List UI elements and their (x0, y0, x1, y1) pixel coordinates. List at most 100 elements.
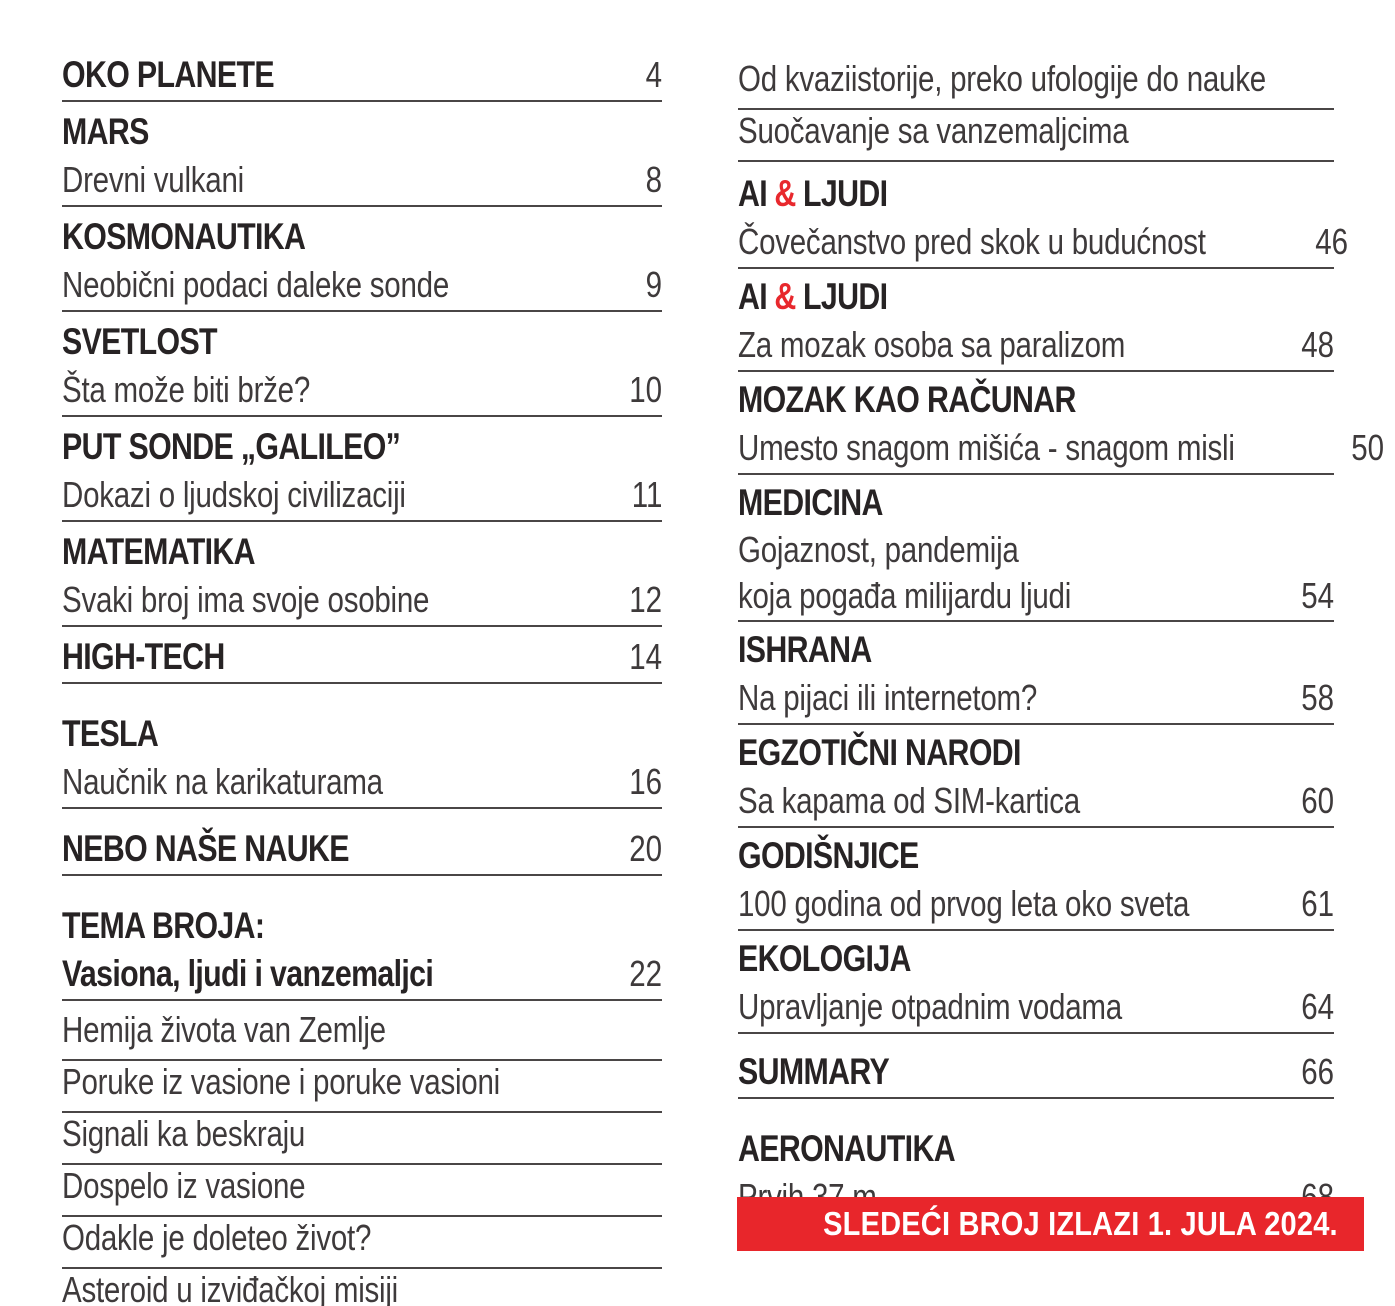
section-title: MARS (62, 111, 149, 152)
divider (738, 473, 1334, 475)
section-title: GODIŠNJICE (738, 835, 919, 876)
page-number: 48 (1301, 324, 1334, 365)
page-number: 4 (645, 54, 662, 95)
section-title: MATEMATIKA (62, 531, 256, 572)
article-title: Naučnik na karikaturama (62, 761, 383, 802)
divider (62, 874, 662, 876)
section-title: PUT SONDE „GALILEO” (62, 426, 401, 467)
red-ampersand: & (774, 173, 796, 214)
toc-entry: Suočavanje sa vanzemaljcima (738, 112, 1334, 162)
divider (62, 1267, 662, 1269)
divider (738, 1032, 1334, 1034)
page-number: 22 (629, 953, 662, 994)
article-title: Suočavanje sa vanzemaljcima (738, 110, 1129, 151)
toc-left-column: OKO PLANETE 4 MARS Drevni vulkani 8 KOSM… (62, 0, 662, 1306)
page-number: 11 (631, 474, 662, 515)
page-number: 50 (1350, 427, 1384, 468)
toc-entry: Poruke iz vasione i poruke vasioni (62, 1063, 662, 1113)
article-title: Dospelo iz vasione (62, 1165, 306, 1206)
section-title: TESLA (62, 713, 159, 754)
article-title: Na pijaci ili internetom? (738, 677, 1038, 718)
toc-entry: Od kvaziistorije, preko ufologije do nau… (738, 60, 1334, 110)
toc-entry: Asteroid u izviđačkoj misiji (62, 1271, 662, 1306)
divider (738, 826, 1334, 828)
divider (738, 620, 1334, 622)
divider (738, 723, 1334, 725)
section-title: NEBO NAŠE NAUKE (62, 828, 350, 869)
article-title: Asteroid u izviđačkoj misiji (62, 1269, 398, 1306)
page-number: 58 (1301, 677, 1334, 718)
page-number: 9 (645, 264, 662, 305)
divider (738, 267, 1334, 269)
article-title: Poruke iz vasione i poruke vasioni (62, 1061, 500, 1102)
toc-entry: TESLA Naučnik na karikaturama 16 (62, 714, 662, 809)
article-title: 100 godina od prvog leta oko sveta (738, 883, 1190, 924)
divider (62, 310, 662, 312)
divider (738, 929, 1334, 931)
article-title: Hemija života van Zemlje (62, 1009, 386, 1050)
toc-entry: AI & LJUDI Čovečanstvo pred skok u budućno… (738, 173, 1349, 269)
article-title: koja pogađa milijardu ljudi (738, 575, 1072, 616)
article-title: Signali ka beskraju (62, 1113, 306, 1154)
theme-subtitle: Vasiona, ljudi i vanzemaljci (62, 953, 434, 994)
toc-entry: MOZAK KAO RAČUNAR Umesto snagom mišića -… (738, 379, 1384, 475)
article-title: Umesto snagom mišića - snagom misli (738, 427, 1235, 468)
toc-entry: MEDICINA Gojaznost, pandemija koja pogađ… (738, 483, 1334, 622)
section-title: KOSMONAUTIKA (62, 216, 306, 257)
section-title: HIGH-TECH (62, 636, 225, 677)
page-number: 10 (629, 369, 662, 410)
toc-entry-theme: TEMA BROJA: Vasiona, ljudi i vanzemaljci… (62, 906, 662, 1001)
section-title: AI & LJUDI (738, 276, 888, 317)
toc-entry: GODIŠNJICE 100 godina od prvog leta oko … (738, 836, 1334, 931)
next-issue-banner: SLEDEĆI BROJ IZLAZI 1. JULA 2024. (737, 1197, 1364, 1251)
section-title: AI & LJUDI (738, 173, 888, 214)
page-number: 20 (629, 828, 662, 869)
divider (738, 370, 1334, 372)
article-title: Svaki broj ima svoje osobine (62, 579, 430, 620)
page-number: 66 (1301, 1051, 1334, 1092)
page-number: 14 (629, 636, 662, 677)
toc-entry: OKO PLANETE 4 (62, 55, 662, 102)
toc-entry: KOSMONAUTIKA Neobični podaci daleke sond… (62, 217, 662, 312)
article-title: Odakle je doleteo život? (62, 1217, 372, 1258)
article-title: Šta može biti brže? (62, 369, 311, 410)
divider (62, 100, 662, 102)
toc-entry: SUMMARY 66 (738, 1052, 1334, 1099)
toc-entry: MATEMATIKA Svaki broj ima svoje osobine … (62, 532, 662, 627)
section-title: MEDICINA (738, 482, 883, 523)
divider (62, 1215, 662, 1217)
article-title: Od kvaziistorije, preko ufologije do nau… (738, 58, 1266, 99)
toc-entry: EKOLOGIJA Upravljanje otpadnim vodama 64 (738, 939, 1334, 1034)
divider (62, 682, 662, 684)
divider (62, 1059, 662, 1061)
page-number: 60 (1301, 780, 1334, 821)
article-title: Gojaznost, pandemija (738, 529, 1019, 570)
divider (62, 520, 662, 522)
divider (738, 160, 1334, 162)
section-title: MOZAK KAO RAČUNAR (738, 379, 1076, 420)
toc-entry: Signali ka beskraju (62, 1115, 662, 1165)
toc-entry: EGZOTIČNI NARODI Sa kapama od SIM-kartic… (738, 733, 1334, 828)
divider (738, 1097, 1334, 1099)
toc-entry: MARS Drevni vulkani 8 (62, 112, 662, 207)
article-title: Čovečanstvo pred skok u budućnost (738, 221, 1206, 262)
page-number: 12 (629, 579, 662, 620)
toc-entry: AI & LJUDI Za mozak osoba sa paralizom 48 (738, 277, 1334, 372)
section-title: SVETLOST (62, 321, 218, 362)
divider (62, 625, 662, 627)
page-number: 8 (645, 159, 662, 200)
divider (62, 1163, 662, 1165)
toc-entry: ISHRANA Na pijaci ili internetom? 58 (738, 630, 1334, 725)
article-title: Upravljanje otpadnim vodama (738, 986, 1122, 1027)
toc-entry: HIGH-TECH 14 (62, 637, 662, 684)
article-title: Drevni vulkani (62, 159, 244, 200)
divider (62, 1111, 662, 1113)
section-title: EGZOTIČNI NARODI (738, 732, 1021, 773)
section-title: EKOLOGIJA (738, 938, 911, 979)
section-title: AERONAUTIKA (738, 1128, 956, 1169)
toc-entry: Hemija života van Zemlje (62, 1011, 662, 1061)
divider (62, 205, 662, 207)
section-title: ISHRANA (738, 629, 872, 670)
toc-right-column: Od kvaziistorije, preko ufologije do nau… (738, 0, 1384, 1224)
